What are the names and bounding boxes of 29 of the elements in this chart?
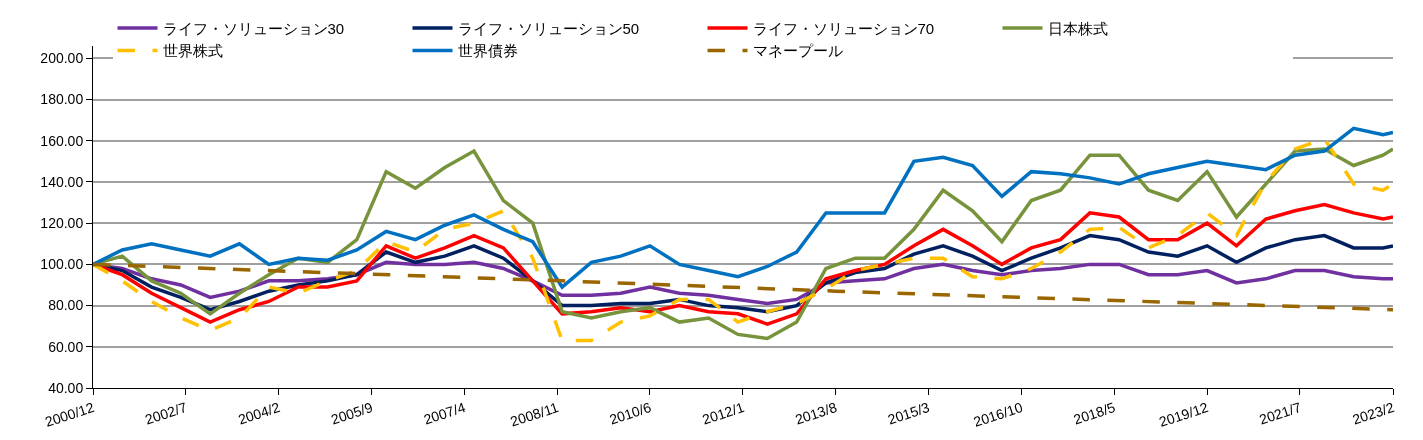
legend-label: 日本株式	[1047, 19, 1108, 37]
legend-label: ライフ・ソリューション50	[457, 19, 640, 37]
x-tick-label: 2018/5	[1071, 399, 1118, 428]
x-tick-label: 2007/4	[421, 399, 468, 428]
x-tick-label: 2010/6	[607, 399, 654, 428]
x-tick-label: 2002/7	[143, 399, 189, 428]
x-tick-label: 2021/7	[1257, 399, 1304, 428]
y-tick-label: 60.00	[48, 338, 84, 355]
line-series	[93, 262, 1393, 312]
x-tick-label: 2005/9	[328, 399, 375, 428]
y-tick-label: 200.00	[40, 50, 84, 67]
x-tick-label: 2013/8	[793, 399, 840, 428]
x-tick-label: 2004/2	[236, 399, 283, 428]
y-tick-label: 140.00	[40, 173, 84, 190]
y-tick-label: 180.00	[40, 91, 84, 108]
legend-label: ライフ・ソリューション70	[752, 19, 935, 37]
y-tick-label: 100.00	[40, 256, 84, 273]
y-tick-label: 40.00	[48, 379, 84, 396]
y-tick-label: 120.00	[40, 215, 84, 232]
legend-label: ライフ・ソリューション30	[162, 19, 345, 37]
legend-label: マネープール	[752, 42, 843, 60]
y-tick-label: 80.00	[48, 297, 84, 314]
y-tick-label: 160.00	[40, 132, 84, 149]
x-tick-label: 2023/2	[1350, 399, 1397, 428]
x-tick-label: 2015/3	[885, 399, 932, 428]
legend-label: 世界債券	[457, 42, 518, 60]
legend-label: 世界株式	[162, 42, 223, 60]
x-tick-label: 2012/1	[700, 399, 747, 428]
line-series	[93, 126, 1393, 289]
